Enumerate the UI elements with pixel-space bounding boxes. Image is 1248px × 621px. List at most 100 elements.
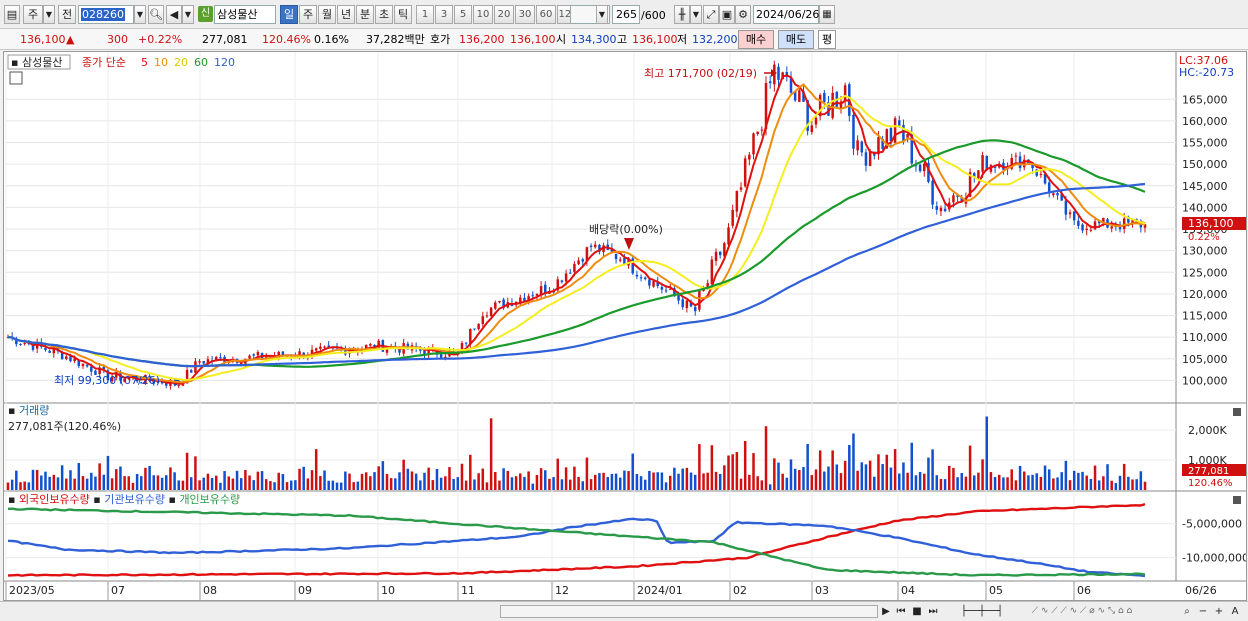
volume-bar <box>868 460 872 490</box>
candle-body <box>939 207 943 212</box>
candle-dropdown-icon[interactable]: ▼ <box>690 5 702 24</box>
holder-tick-label: -5,000,000 <box>1182 518 1242 531</box>
period-tab[interactable]: 월 <box>318 5 336 24</box>
count-input[interactable]: 265 <box>612 5 640 24</box>
font-size-icon[interactable]: A <box>1231 606 1239 617</box>
count-value: 265 <box>616 8 637 21</box>
candle-body <box>977 170 980 179</box>
volume-bar <box>889 467 893 490</box>
sound-icon[interactable]: ◀ <box>166 5 182 24</box>
sell-button[interactable]: 매도 <box>778 30 814 49</box>
zoom-in-icon[interactable]: + <box>1214 606 1224 617</box>
volume-bar <box>156 475 160 490</box>
volume-last-pct: 120.46% <box>1188 478 1233 489</box>
volume-bar <box>1114 483 1118 490</box>
period-tab[interactable]: 년 <box>337 5 355 24</box>
code-dropdown-icon[interactable]: ▼ <box>134 5 146 24</box>
date-input[interactable]: 2024/06/26 <box>753 5 819 24</box>
market-label: 주 <box>27 8 39 21</box>
candle-body <box>252 354 255 356</box>
candle-body <box>852 114 855 149</box>
save-icon[interactable]: ▣ <box>719 5 735 24</box>
volume-bar <box>539 468 543 490</box>
drawing-tools-icon[interactable]: ⟋ ∿ ⟋ ⟋ ∿ ⟋ ⌀ ∿ ⤡ ⌂ ⌂ <box>1031 606 1133 616</box>
calendar-icon[interactable]: ▦ <box>819 5 835 24</box>
sound-dropdown-icon[interactable]: ▼ <box>182 5 194 24</box>
volume-bar <box>935 475 939 490</box>
zoom-icon[interactable]: ⌕ <box>1184 606 1190 617</box>
stock-code-value: 028260 <box>81 8 125 21</box>
volume-bar <box>256 471 260 490</box>
chart-svg[interactable]: 100,000 105,000 110,000 115,000 120,000 125,0… <box>4 52 1248 600</box>
candle-body <box>140 382 143 384</box>
volume-bar <box>764 426 768 490</box>
candle-body <box>127 377 131 380</box>
interval-button[interactable]: 60 <box>536 5 556 24</box>
volume-bar <box>835 464 839 490</box>
candle-body <box>693 306 697 312</box>
zoom-out-icon[interactable]: − <box>1198 606 1208 617</box>
candle-body <box>1068 212 1072 215</box>
open-price: 134,300 <box>571 33 617 46</box>
candle-body <box>239 363 243 365</box>
prev-button[interactable]: 전 <box>58 5 76 24</box>
interval-button[interactable]: 3 <box>435 5 453 24</box>
candle-body <box>469 328 472 345</box>
fast-forward-icon[interactable]: ⏭ <box>928 606 938 617</box>
stock-name-field[interactable]: 삼성물산 <box>214 5 276 24</box>
volume-bar <box>44 471 47 490</box>
interval-dropdown-icon[interactable]: ▼ <box>596 5 608 24</box>
market-select[interactable]: 주 <box>23 5 43 24</box>
candle-body <box>489 307 493 317</box>
volume-bar <box>477 473 480 490</box>
prev-label: 전 <box>61 8 73 21</box>
zoom-slider[interactable]: ├──┼──┤ <box>960 606 1004 617</box>
buy-button[interactable]: 매수 <box>738 30 774 49</box>
annot-high: 최고 171,700 (02/19) <box>644 67 757 80</box>
volume-close-icon[interactable] <box>1233 408 1241 416</box>
period-tab[interactable]: 분 <box>356 5 374 24</box>
candle-icon[interactable]: ╫ <box>674 5 690 24</box>
rewind-icon[interactable]: ⏮ <box>896 606 906 617</box>
chart-type-icon[interactable]: ▤ <box>4 5 20 24</box>
volume-bar <box>793 468 797 490</box>
stop-icon[interactable]: ■ <box>912 606 922 617</box>
period-tab[interactable]: 초 <box>375 5 393 24</box>
gear-icon[interactable]: ⚙ <box>735 5 751 24</box>
volume-bar <box>952 467 955 490</box>
candle-body <box>972 173 976 178</box>
period-tab[interactable]: 틱 <box>394 5 412 24</box>
x-tick-label: 2024/01 <box>637 584 683 597</box>
period-tab[interactable]: 일 <box>280 5 298 24</box>
stock-tag-text: 삼성물산 <box>22 56 62 69</box>
eval-button[interactable]: 평 <box>818 30 836 49</box>
volume-bar <box>410 471 414 490</box>
interval-button[interactable]: 1 <box>416 5 434 24</box>
scrollbar[interactable] <box>500 605 878 618</box>
search-icon[interactable]: 🔍︎ <box>148 5 164 24</box>
candle-body <box>993 166 997 168</box>
candle-body <box>660 287 664 290</box>
expand-icon[interactable]: ⤢ <box>703 5 719 24</box>
interval-button[interactable]: 20 <box>494 5 514 24</box>
volume-bar <box>281 474 285 490</box>
scroll-right-icon[interactable]: ▶ <box>882 606 890 617</box>
interval-button[interactable]: 10 <box>473 5 493 24</box>
candle-body <box>323 346 326 348</box>
market-dropdown-icon[interactable]: ▼ <box>43 5 55 24</box>
ma-legend-10: 10 <box>154 56 168 69</box>
stock-tag-box[interactable] <box>7 54 71 70</box>
volume-bar <box>956 477 959 490</box>
grid-toggle-icon[interactable] <box>9 71 23 85</box>
volume-bar <box>127 476 131 490</box>
stock-code-input[interactable]: 028260 <box>78 5 134 24</box>
candle-body <box>764 83 768 130</box>
volume-bar <box>1035 473 1038 490</box>
volume-bar <box>735 452 739 490</box>
candle-body <box>314 348 318 351</box>
holder-close-icon[interactable] <box>1233 496 1241 504</box>
interval-button[interactable]: 5 <box>454 5 472 24</box>
period-tab[interactable]: 주 <box>299 5 317 24</box>
interval-button[interactable]: 30 <box>515 5 535 24</box>
volume-bar <box>298 468 301 490</box>
